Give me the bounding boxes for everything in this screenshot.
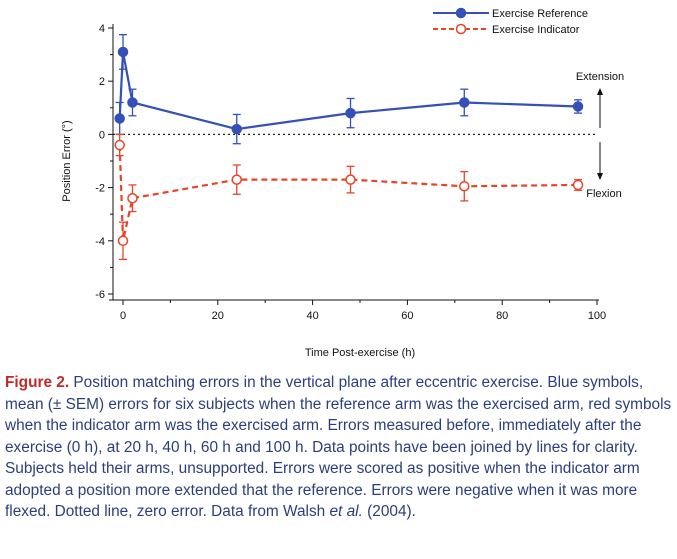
legend-label: Exercise Indicator [492, 24, 580, 36]
x-tick-label: 40 [306, 310, 318, 322]
data-point [345, 174, 356, 185]
data-point [117, 46, 129, 58]
data-point [114, 113, 125, 124]
annotation-extension: Extension [576, 71, 624, 83]
data-point [345, 107, 356, 119]
y-tick-label: 4 [99, 23, 105, 35]
x-axis-title: Time Post-exercise (h) [305, 347, 415, 359]
series-layer [114, 34, 584, 261]
x-tick-label: 20 [212, 310, 224, 322]
series-exercise-reference [114, 34, 584, 145]
data-point [459, 97, 470, 108]
caption-etal: et al. [329, 503, 363, 520]
legend: Exercise Reference Exercise Indicator [433, 7, 588, 36]
figure-caption: Figure 2. Position matching errors in th… [5, 372, 673, 523]
flexion-arrow-head [597, 173, 603, 180]
data-point [572, 101, 584, 112]
data-point [572, 179, 584, 191]
y-tick-label: -6 [95, 289, 105, 301]
y-axis-title: Position Error (°) [61, 120, 73, 201]
data-point [114, 139, 125, 151]
x-tick-label: 100 [588, 310, 606, 322]
y-tick-label: -4 [95, 236, 105, 248]
data-point [117, 235, 129, 247]
extension-arrow-head [597, 88, 603, 95]
y-tick-label: 2 [99, 76, 105, 88]
data-point [459, 181, 470, 192]
x-tick-label: 0 [120, 310, 126, 322]
legend-label: Exercise Reference [492, 8, 588, 20]
x-tick-label: 60 [401, 310, 413, 322]
legend-marker [455, 7, 467, 19]
x-tick-label: 80 [496, 310, 508, 322]
caption-text: Position matching errors in the vertical… [5, 374, 672, 520]
legend-marker [455, 23, 467, 35]
data-point [127, 97, 138, 108]
series-exercise-indicator [114, 133, 584, 261]
data-point [231, 174, 243, 185]
annotations: Extension Flexion [576, 71, 624, 200]
data-point [127, 192, 138, 204]
caption-label: Figure 2. [5, 374, 70, 391]
y-tick-label: 0 [99, 129, 105, 141]
caption-year: (2004). [362, 503, 416, 520]
data-point [231, 123, 243, 135]
y-tick-label: -2 [95, 183, 105, 195]
annotation-flexion: Flexion [586, 188, 621, 200]
